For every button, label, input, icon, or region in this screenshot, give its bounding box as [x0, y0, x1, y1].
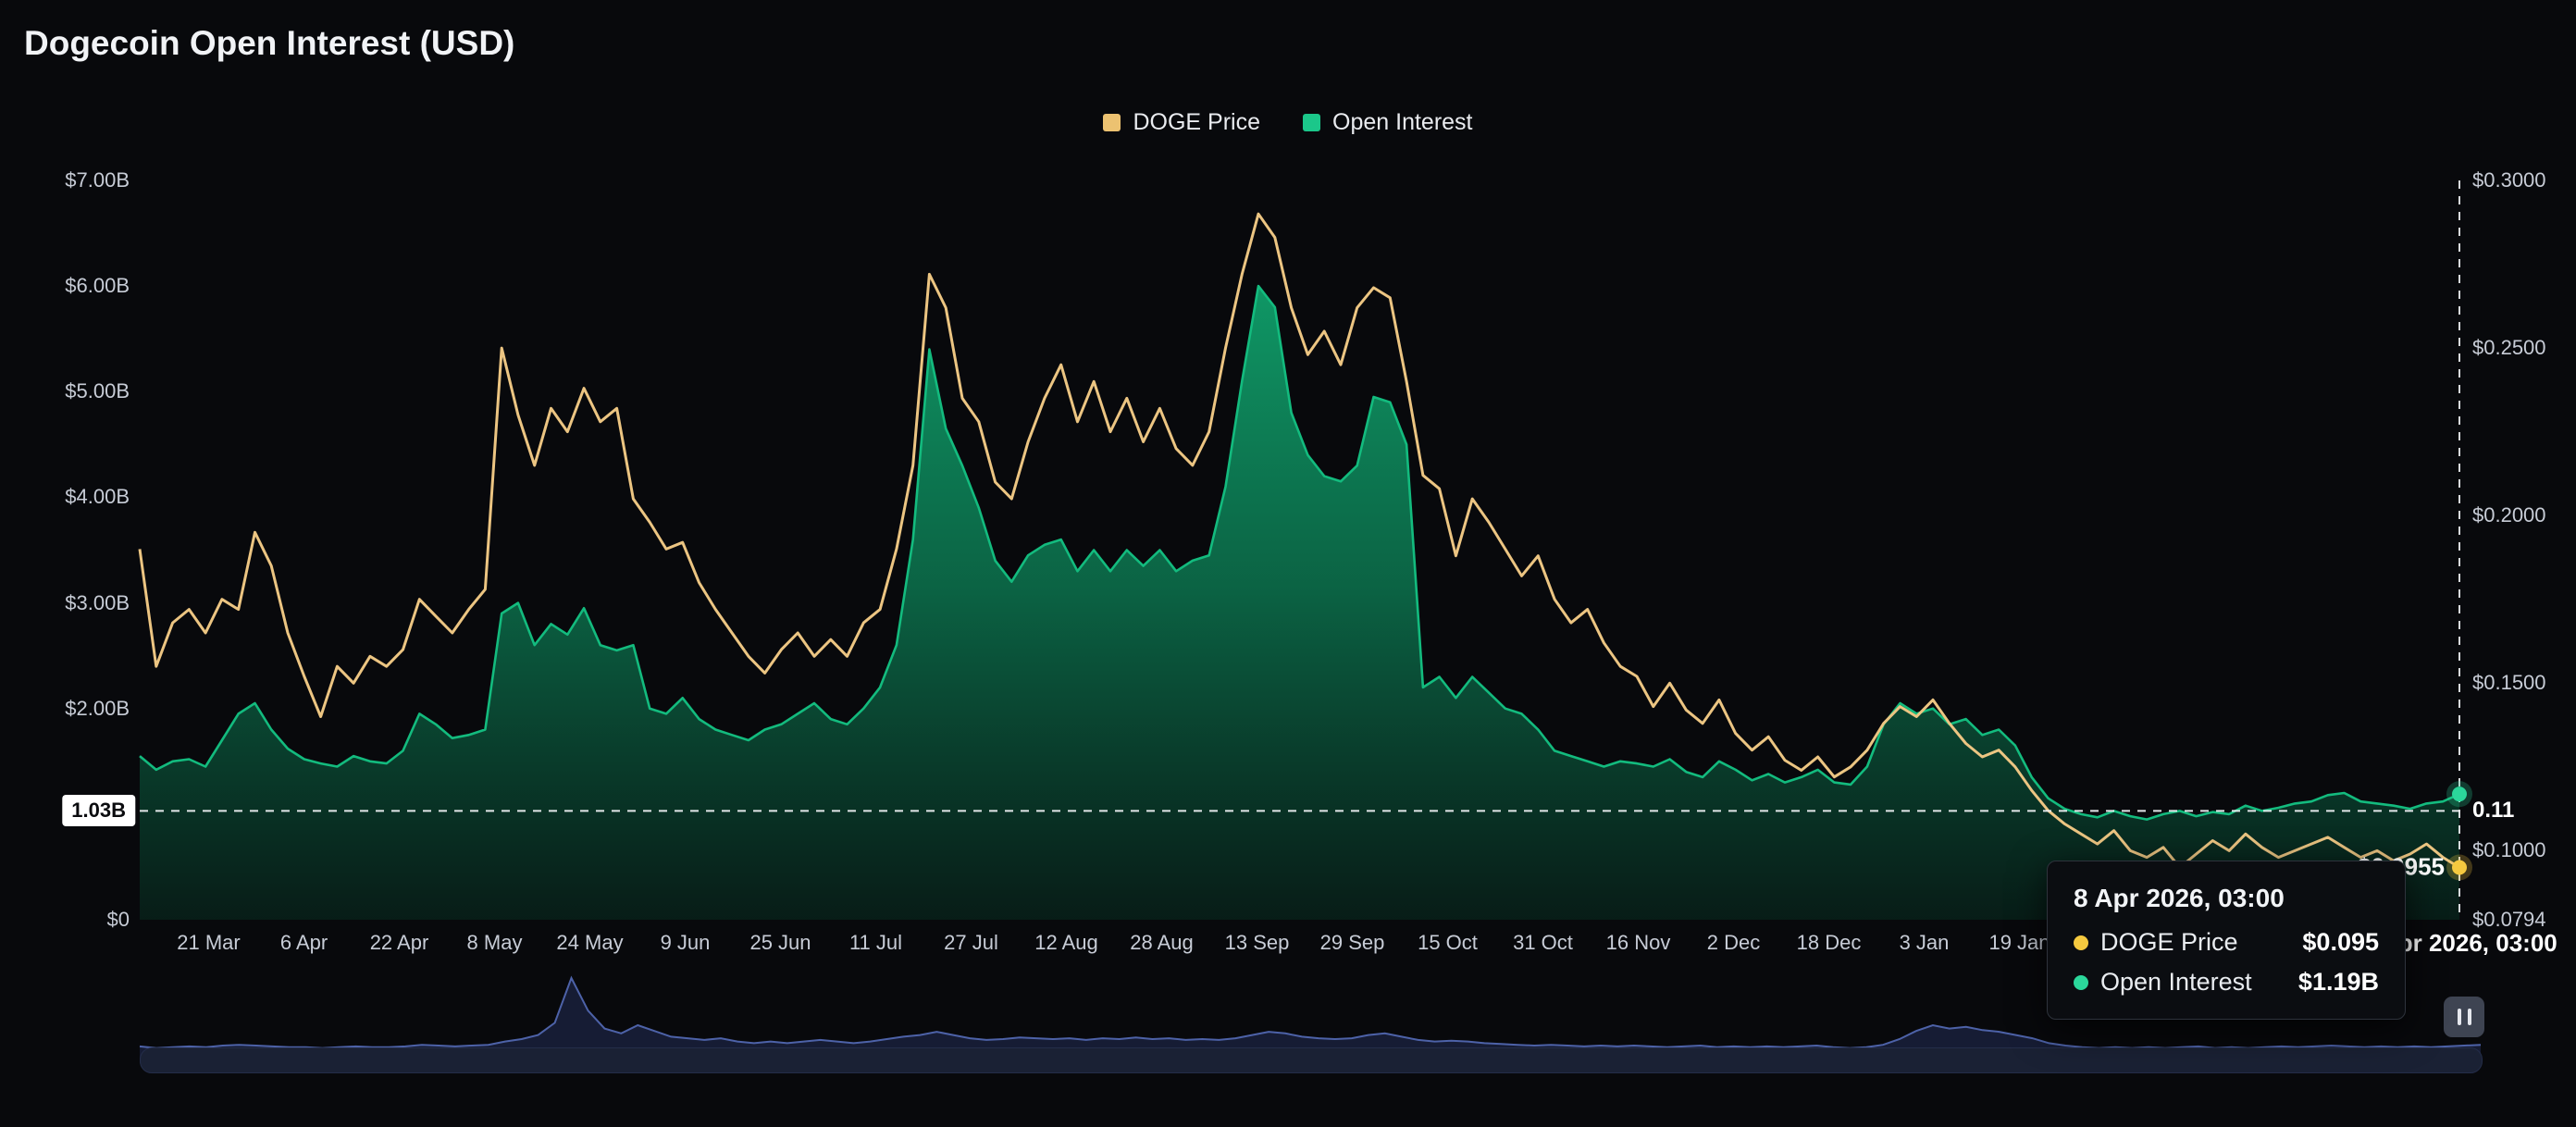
tooltip-row: Open Interest $1.19B — [2074, 968, 2379, 997]
y-axis-tick-right: $0.1500 — [2472, 671, 2546, 695]
doge-price-last-point-marker — [2452, 860, 2467, 875]
chart-title: Dogecoin Open Interest (USD) — [24, 24, 515, 62]
doge-price-line — [138, 212, 2460, 869]
y-axis-tick-left: $5.00B — [65, 379, 130, 403]
legend-swatch-icon — [1103, 114, 1121, 131]
x-axis-tick: 2 Dec — [1706, 931, 1761, 954]
y-axis-tick-left: $4.00B — [65, 485, 130, 509]
x-axis-tick: 19 Jan — [1988, 931, 2050, 954]
y-axis-tick-right: $0.3000 — [2472, 168, 2546, 192]
tooltip: 8 Apr 2026, 03:00 DOGE Price $0.095 Open I… — [2047, 861, 2406, 1020]
legend: DOGE Price Open Interest — [0, 109, 2576, 136]
handle-grip-icon — [2467, 1009, 2471, 1025]
x-axis-tick: 18 Dec — [1796, 931, 1862, 954]
x-axis-tick: 16 Nov — [1605, 931, 1671, 954]
navigator-scrollbar[interactable] — [140, 1047, 2483, 1073]
y-axis-tick-right: $0.2000 — [2472, 503, 2546, 527]
price-current-value-label: 0.11 — [2472, 798, 2515, 824]
x-axis-tick: 6 Apr — [279, 931, 328, 954]
tooltip-row-label: Open Interest — [2100, 968, 2252, 996]
y-axis-tick-left: $7.00B — [65, 168, 130, 192]
tooltip-title: 8 Apr 2026, 03:00 — [2074, 884, 2285, 912]
x-axis-tick: 21 Mar — [177, 931, 241, 954]
x-axis-tick: 29 Sep — [1319, 931, 1385, 954]
legend-item-doge-price[interactable]: DOGE Price — [1103, 109, 1260, 136]
series-dot-icon — [2074, 974, 2088, 990]
navigator-area — [140, 978, 2481, 1063]
x-axis-tick: 3 Jan — [1899, 931, 1950, 954]
open-interest-last-point-marker — [2452, 786, 2467, 802]
oi-current-value-badge: 1.03B — [62, 795, 135, 827]
tooltip-row: DOGE Price $0.095 — [2074, 928, 2379, 957]
x-axis-tick: 11 Jul — [848, 931, 903, 954]
y-axis-tick-left: $2.00B — [65, 696, 130, 720]
x-axis-tick: 8 May — [466, 931, 523, 954]
x-axis-tick: 27 Jul — [944, 931, 998, 954]
tooltip-row-value: $0.095 — [2302, 928, 2379, 956]
x-axis-tick: 25 Jun — [749, 931, 811, 954]
open-interest-area — [140, 286, 2459, 921]
y-axis-tick-left: $3.00B — [65, 590, 130, 614]
x-axis-tick: 24 May — [556, 931, 624, 954]
x-axis-tick: 22 Apr — [369, 931, 429, 954]
open-interest-line — [139, 284, 2460, 821]
x-axis-tick: 12 Aug — [1034, 931, 1098, 954]
x-axis-tick: 9 Jun — [660, 931, 711, 954]
y-axis-tick-right: $0.2500 — [2472, 336, 2546, 360]
legend-item-open-interest[interactable]: Open Interest — [1303, 109, 1473, 136]
y-axis-tick-left: $6.00B — [65, 274, 130, 298]
y-axis-tick-left: $0 — [106, 908, 130, 931]
series-dot-icon — [2074, 935, 2088, 950]
y-axis-tick-right: $0.0794 — [2472, 908, 2546, 931]
y-axis-tick-right: $0.1000 — [2472, 838, 2546, 862]
legend-label: Open Interest — [1332, 109, 1473, 135]
navigator-handle[interactable] — [2444, 997, 2484, 1037]
x-axis-tick: 13 Sep — [1224, 931, 1290, 954]
tooltip-row-label: DOGE Price — [2100, 928, 2238, 956]
x-axis-tick: 15 Oct — [1418, 931, 1478, 954]
x-axis-tick: 28 Aug — [1130, 931, 1194, 954]
x-axis-tick: 31 Oct — [1513, 931, 1573, 954]
legend-swatch-icon — [1303, 114, 1321, 131]
handle-grip-icon — [2457, 1009, 2461, 1025]
tooltip-row-value: $1.19B — [2297, 968, 2379, 996]
legend-label: DOGE Price — [1133, 109, 1261, 135]
